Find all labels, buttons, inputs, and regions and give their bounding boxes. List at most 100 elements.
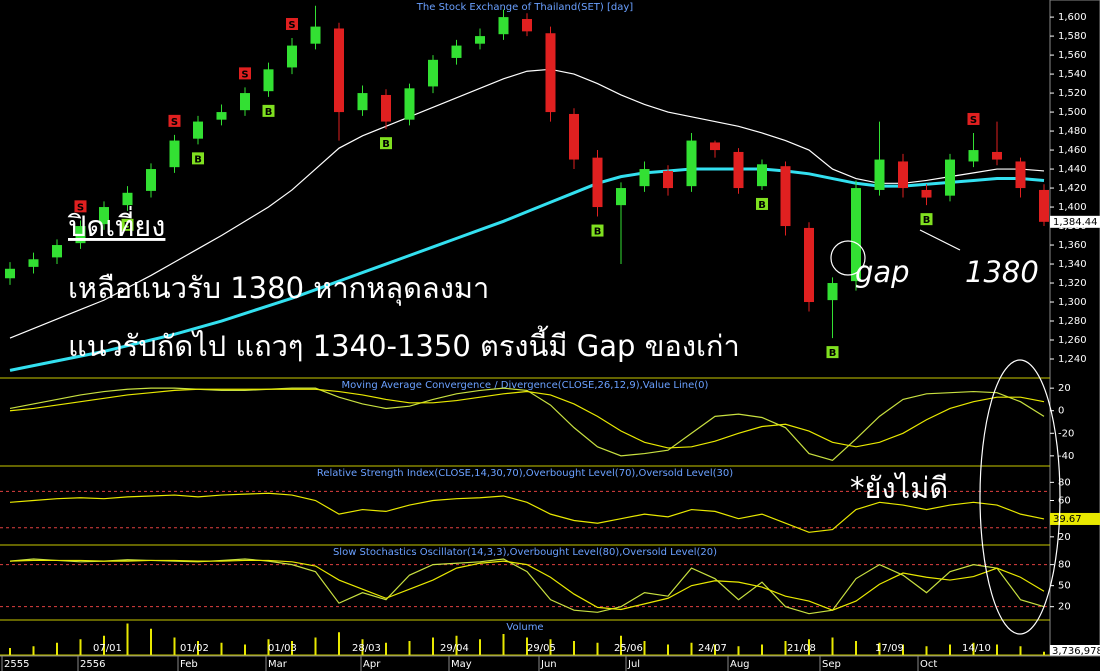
volume-bar xyxy=(831,637,834,655)
volume-bar xyxy=(1043,651,1045,655)
candle-body xyxy=(592,157,603,208)
signal-label: B xyxy=(265,107,273,118)
signal-box xyxy=(262,104,275,117)
x-date-label: 28/03 xyxy=(352,643,381,654)
volume-bar xyxy=(761,644,763,655)
volume-bar xyxy=(314,637,317,655)
candle-body xyxy=(569,113,579,160)
x-date-label: 21/08 xyxy=(787,643,816,654)
candle-body xyxy=(451,45,462,58)
y-tick-label: 80 xyxy=(1058,560,1071,571)
y-tick-label: 1,580 xyxy=(1058,31,1087,42)
candle-body xyxy=(5,268,15,279)
candle-body xyxy=(216,112,227,120)
volume-bar xyxy=(925,646,928,655)
volume-bar xyxy=(408,641,411,655)
y-tick-label: 1,480 xyxy=(1058,126,1087,137)
y-tick-label: 80 xyxy=(1058,477,1071,488)
volume-bar xyxy=(620,635,622,655)
volume-bar xyxy=(643,641,646,655)
signal-box xyxy=(168,114,181,127)
candle-body xyxy=(639,169,650,187)
volume-bar xyxy=(737,646,740,655)
annotation: gap xyxy=(855,255,910,289)
signal-box xyxy=(121,218,134,231)
candle-body xyxy=(992,151,1002,160)
volume-bar xyxy=(32,646,35,655)
panel-title: The Stock Exchange of Thailand(SET) [day… xyxy=(416,2,633,13)
x-date-label: 14/10 xyxy=(962,643,991,654)
volume-bar xyxy=(432,637,434,655)
signal-box xyxy=(74,200,87,213)
candle-body xyxy=(287,45,297,68)
volume-bar xyxy=(573,641,575,655)
candle-body xyxy=(686,140,697,187)
candle-body xyxy=(874,159,885,190)
x-period-label: May xyxy=(451,659,472,670)
signal-box xyxy=(967,112,980,125)
candle-body xyxy=(498,17,509,35)
x-period-label: Oct xyxy=(920,659,937,670)
candle-body xyxy=(616,188,626,206)
candle-body xyxy=(804,227,814,303)
x-date-label: 01/03 xyxy=(268,643,297,654)
volume-bar xyxy=(150,628,152,655)
y-tick-label: -40 xyxy=(1058,451,1074,462)
y-tick-label: 1,320 xyxy=(1058,278,1087,289)
volume-bar xyxy=(126,623,129,655)
candle-body xyxy=(52,245,62,258)
pointer xyxy=(919,229,961,251)
x-date-label: 07/01 xyxy=(93,643,122,654)
y-tick-label: 20 xyxy=(1058,532,1071,543)
signal-box xyxy=(920,213,933,226)
volume-bar xyxy=(549,639,552,655)
signal-label: S xyxy=(171,117,178,128)
volume-bar xyxy=(502,634,505,655)
signal-box xyxy=(756,197,768,210)
signal-label: B xyxy=(594,227,602,238)
signal-label: S xyxy=(241,69,248,80)
volume-bar xyxy=(784,641,787,655)
series-line xyxy=(9,167,1045,372)
volume-bar xyxy=(455,635,458,655)
panel-title: Volume xyxy=(506,622,543,633)
annotation: *ยังไม่ดี xyxy=(850,471,948,505)
signal-label: B xyxy=(124,221,132,232)
y-tick-label: -20 xyxy=(1058,428,1074,439)
volume-bar xyxy=(1019,646,1022,655)
volume-bar xyxy=(972,642,975,655)
candle-body xyxy=(733,151,744,189)
last-value-box xyxy=(1050,645,1100,656)
axis-area xyxy=(1049,0,1100,656)
series-line xyxy=(9,387,1045,462)
candle-body xyxy=(240,93,250,111)
candle-body xyxy=(968,150,979,162)
signal-label: B xyxy=(758,200,766,211)
candle-body xyxy=(780,166,791,227)
signal-label: S xyxy=(970,115,977,126)
candle-body xyxy=(428,59,438,87)
volume-bar xyxy=(714,644,716,655)
annotation: ปิดเที่ยง xyxy=(68,206,166,243)
panel-title: Moving Average Convergence / Divergence(… xyxy=(342,380,709,391)
candle-body xyxy=(146,169,156,191)
volume-bar xyxy=(338,632,340,655)
volume-bar xyxy=(173,637,176,655)
y-tick-label: 1,400 xyxy=(1058,202,1087,213)
candle-body xyxy=(75,226,86,244)
series-line xyxy=(9,558,1045,615)
x-period-label: Mar xyxy=(268,659,288,670)
signal-label: S xyxy=(288,20,295,31)
signal-box xyxy=(192,152,204,165)
x-period-label: Aug xyxy=(730,659,750,670)
volume-bar xyxy=(197,641,199,655)
y-tick-label: 1,240 xyxy=(1058,354,1087,365)
volume-bar xyxy=(526,637,528,655)
y-tick-label: 1,520 xyxy=(1058,88,1087,99)
candle-body xyxy=(945,159,955,196)
last-value-label: 1,384.44 xyxy=(1053,217,1098,228)
candle-body xyxy=(851,188,861,282)
panel-title: Relative Strength Index(CLOSE,14,30,70),… xyxy=(317,468,733,479)
y-tick-label: 1,340 xyxy=(1058,259,1087,270)
candle-body xyxy=(663,170,673,189)
